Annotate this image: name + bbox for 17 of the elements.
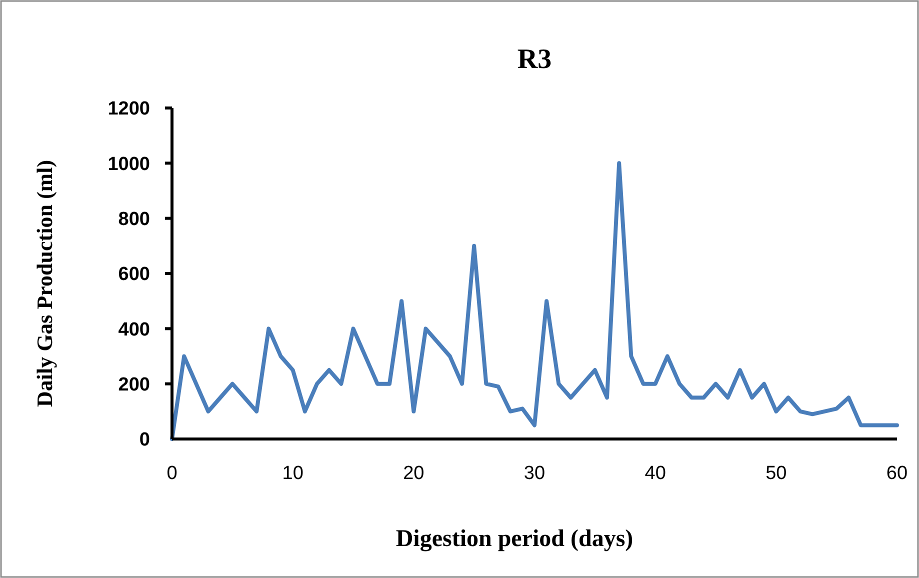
- y-tick-label: 0: [139, 430, 150, 451]
- y-tick-label: 1200: [108, 98, 150, 120]
- x-tick-label: 0: [166, 463, 178, 484]
- y-axis-title: Daily Gas Production (ml): [32, 160, 57, 408]
- y-tick-label: 600: [118, 264, 150, 286]
- x-tick-label: 20: [403, 463, 424, 484]
- y-tick-label: 400: [118, 319, 150, 340]
- y-tick-label: 800: [118, 208, 150, 230]
- y-tick-label: 200: [118, 374, 150, 396]
- x-tick-label: 50: [766, 463, 787, 484]
- y-tick-label: 1000: [108, 154, 150, 175]
- chart-title: R3: [517, 44, 552, 75]
- x-tick-label: 10: [282, 463, 304, 484]
- x-axis-title: Digestion period (days): [396, 526, 634, 552]
- x-tick-label: 30: [524, 463, 546, 484]
- x-tick-label: 60: [886, 463, 908, 484]
- x-tick-label: 40: [644, 463, 666, 484]
